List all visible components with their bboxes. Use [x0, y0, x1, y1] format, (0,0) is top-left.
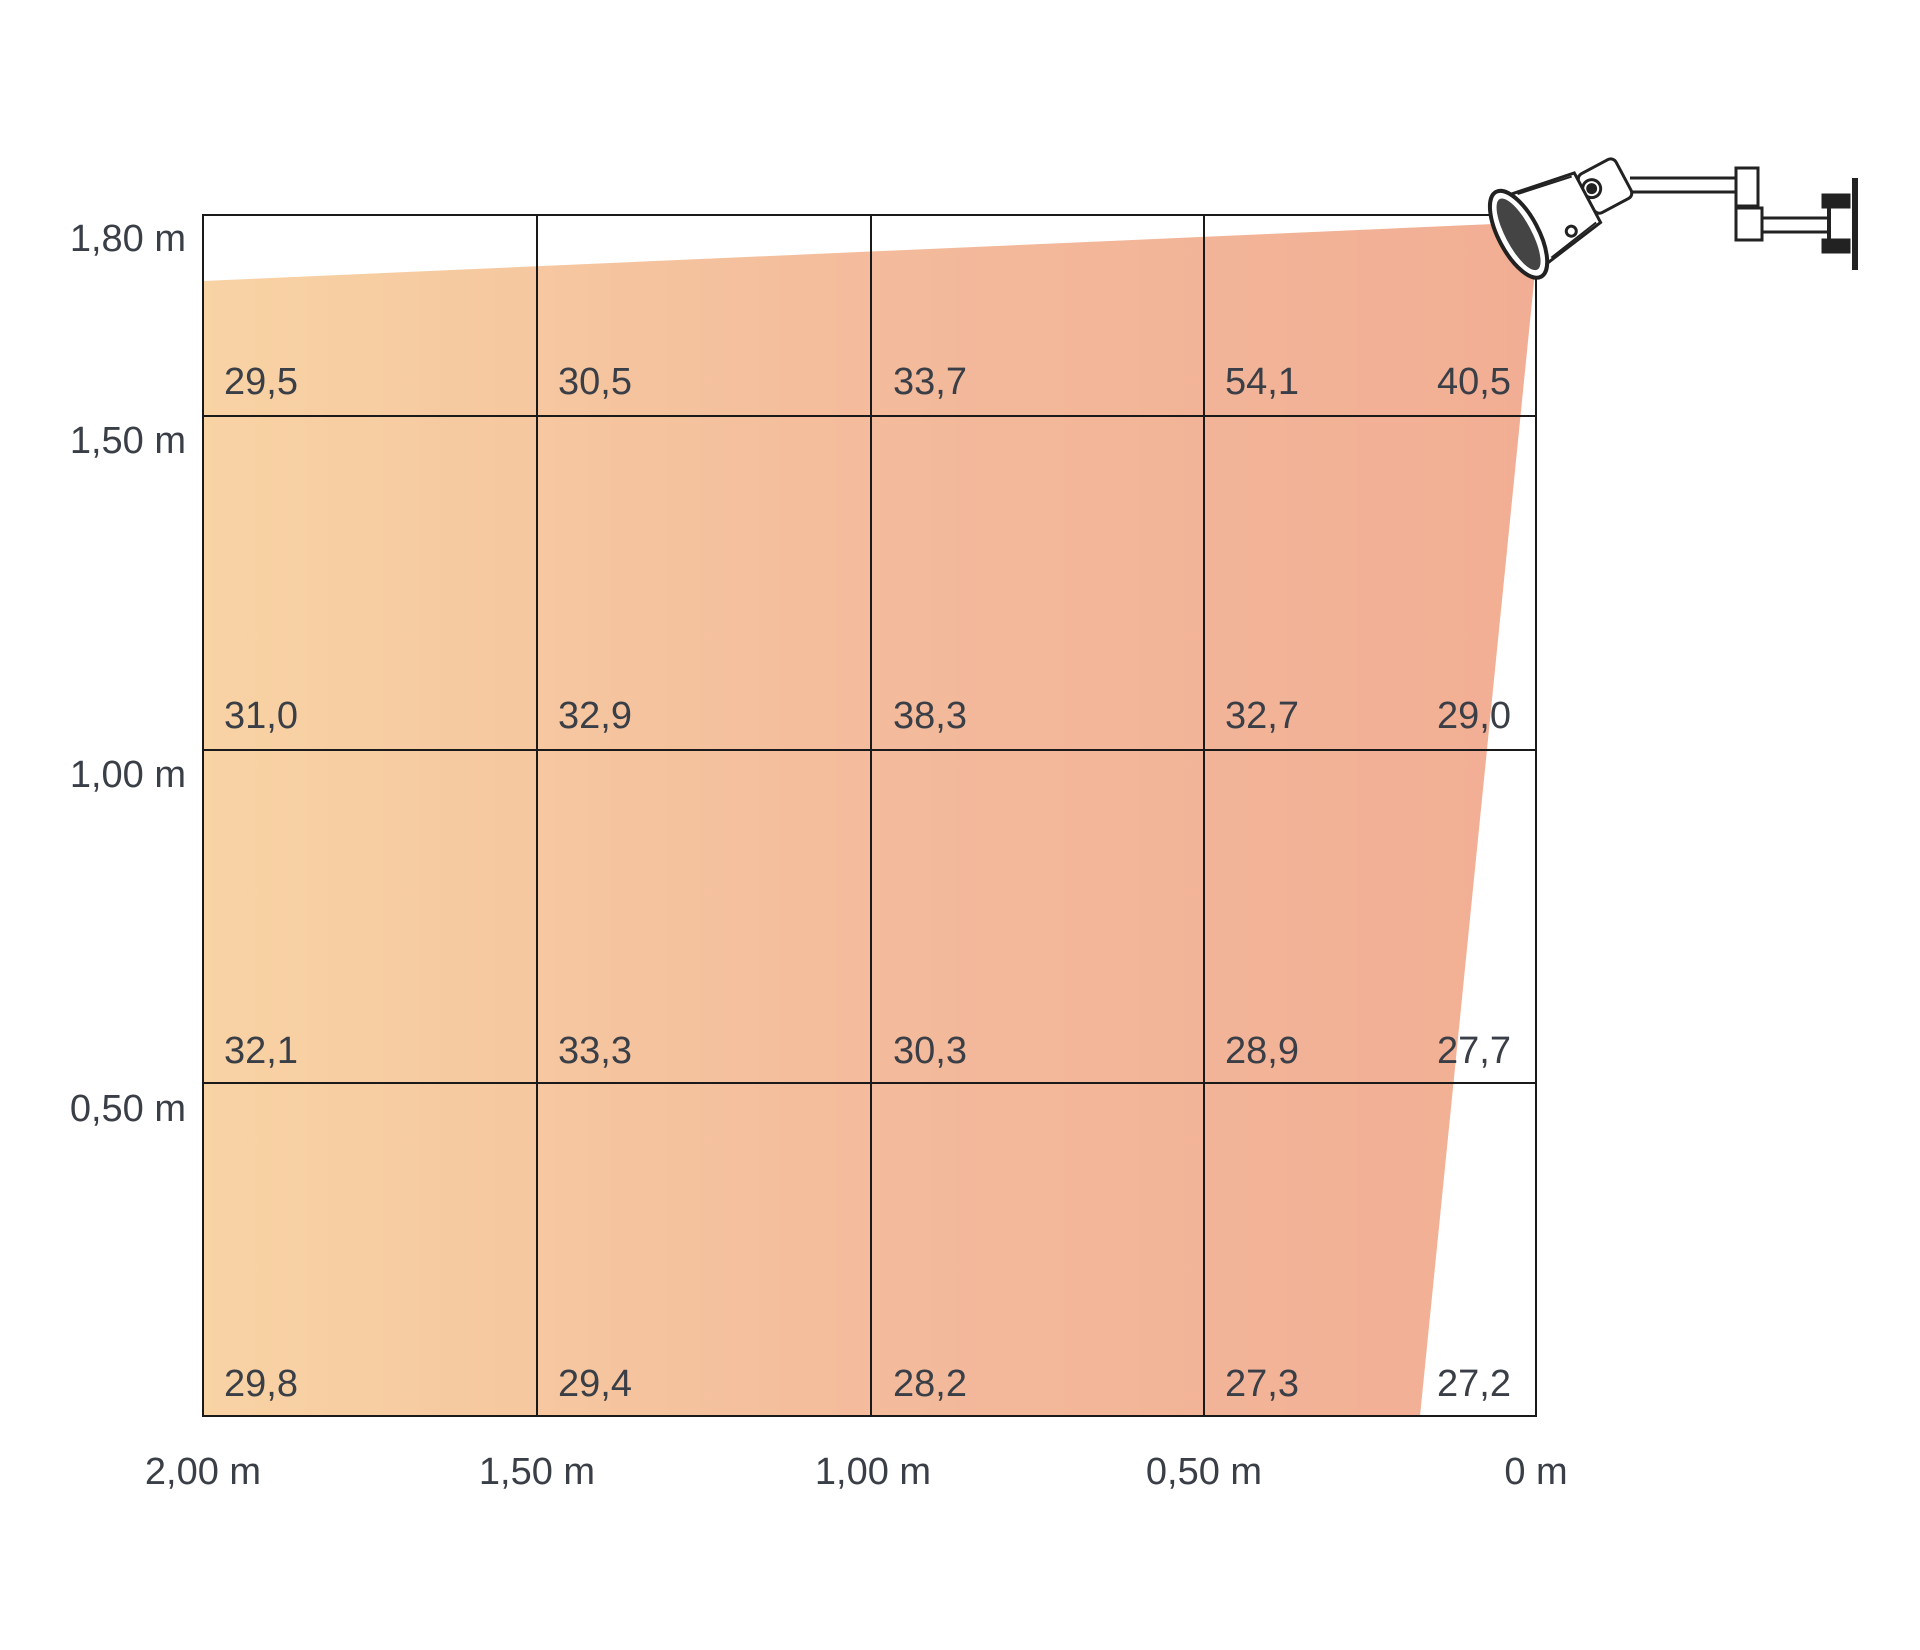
- x-axis-label: 0,50 m: [1146, 1451, 1262, 1493]
- measurement-grid: [202, 214, 1537, 1417]
- cell-value: 32,7: [1225, 695, 1299, 737]
- cell-value: 32,1: [224, 1030, 298, 1072]
- cell-value: 29,5: [224, 361, 298, 403]
- y-axis-label: 1,50 m: [70, 420, 186, 462]
- cell-value: 30,3: [893, 1030, 967, 1072]
- x-axis-label: 2,00 m: [145, 1451, 261, 1493]
- cell-value: 29,4: [558, 1363, 632, 1405]
- cell-value: 31,0: [224, 695, 298, 737]
- x-axis-label: 1,50 m: [479, 1451, 595, 1493]
- cell-value: 27,7: [1437, 1030, 1511, 1072]
- cell-value: 32,9: [558, 695, 632, 737]
- cell-value: 33,7: [893, 361, 967, 403]
- cell-value: 40,5: [1437, 361, 1511, 403]
- y-axis-label: 0,50 m: [70, 1088, 186, 1130]
- wall-mounted-heater-icon: [1487, 157, 1858, 280]
- cell-value: 29,0: [1437, 695, 1511, 737]
- grid-border: [202, 214, 1537, 1417]
- y-axis-label: 1,80 m: [70, 218, 186, 260]
- x-axis: 2,00 m 1,50 m 1,00 m 0,50 m 0 m: [145, 1451, 1568, 1493]
- cell-value: 38,3: [893, 695, 967, 737]
- cell-value: 28,2: [893, 1363, 967, 1405]
- y-axis: 1,80 m 1,50 m 1,00 m 0,50 m: [70, 218, 186, 1130]
- x-axis-label: 0 m: [1504, 1451, 1567, 1493]
- cell-value: 29,8: [224, 1363, 298, 1405]
- cell-values: 29,5 30,5 33,7 54,1 40,5 31,0 32,9 38,3 …: [224, 361, 1511, 1405]
- cell-value: 28,9: [1225, 1030, 1299, 1072]
- cell-value: 33,3: [558, 1030, 632, 1072]
- cell-value: 54,1: [1225, 361, 1299, 403]
- cell-value: 27,2: [1437, 1363, 1511, 1405]
- x-axis-label: 1,00 m: [815, 1451, 931, 1493]
- y-axis-label: 1,00 m: [70, 754, 186, 796]
- cell-value: 30,5: [558, 361, 632, 403]
- cell-value: 27,3: [1225, 1363, 1299, 1405]
